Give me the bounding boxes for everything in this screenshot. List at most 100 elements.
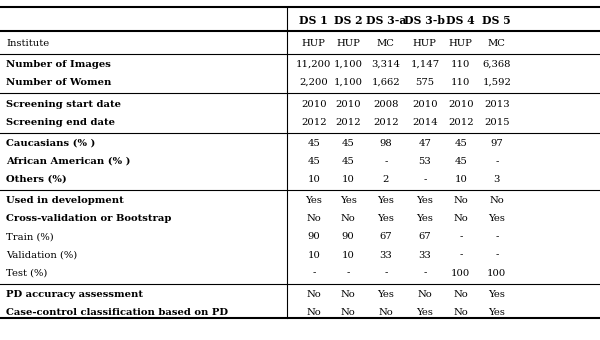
Text: 90: 90 bbox=[341, 233, 355, 241]
Text: No: No bbox=[490, 197, 504, 205]
Text: -: - bbox=[495, 251, 499, 259]
Text: -: - bbox=[459, 233, 463, 241]
Text: 1,147: 1,147 bbox=[410, 60, 439, 69]
Text: Number of Women: Number of Women bbox=[6, 78, 112, 87]
Text: 2013: 2013 bbox=[484, 100, 509, 108]
Text: DS 3-b: DS 3-b bbox=[404, 15, 445, 26]
Text: Case-control classification based on PD: Case-control classification based on PD bbox=[6, 308, 228, 317]
Text: PD accuracy assessment: PD accuracy assessment bbox=[6, 290, 143, 299]
Text: Screening end date: Screening end date bbox=[6, 118, 115, 126]
Text: 45: 45 bbox=[454, 157, 467, 166]
Text: No: No bbox=[454, 197, 468, 205]
Text: Yes: Yes bbox=[488, 290, 505, 299]
Text: No: No bbox=[379, 308, 393, 317]
Text: Cross-validation or Bootstrap: Cross-validation or Bootstrap bbox=[6, 215, 172, 223]
Text: No: No bbox=[307, 215, 321, 223]
Text: 45: 45 bbox=[341, 157, 355, 166]
Text: Yes: Yes bbox=[377, 215, 394, 223]
Text: Used in development: Used in development bbox=[6, 197, 124, 205]
Text: Caucasians (% ): Caucasians (% ) bbox=[6, 139, 95, 148]
Text: 47: 47 bbox=[418, 139, 431, 148]
Text: 10: 10 bbox=[341, 251, 355, 259]
Text: No: No bbox=[454, 308, 468, 317]
Text: Yes: Yes bbox=[416, 197, 433, 205]
Text: MC: MC bbox=[377, 39, 395, 48]
Text: 97: 97 bbox=[490, 139, 503, 148]
Text: 2: 2 bbox=[383, 175, 389, 184]
Text: DS 4: DS 4 bbox=[446, 15, 475, 26]
Text: DS 5: DS 5 bbox=[482, 15, 511, 26]
Text: 2012: 2012 bbox=[301, 118, 326, 126]
Text: Yes: Yes bbox=[305, 197, 322, 205]
Text: Validation (%): Validation (%) bbox=[6, 251, 77, 259]
Text: Screening start date: Screening start date bbox=[6, 100, 121, 108]
Text: 10: 10 bbox=[454, 175, 467, 184]
Text: 575: 575 bbox=[415, 78, 434, 87]
Text: HUP: HUP bbox=[449, 39, 473, 48]
Text: 67: 67 bbox=[379, 233, 392, 241]
Text: HUP: HUP bbox=[413, 39, 437, 48]
Text: No: No bbox=[341, 308, 355, 317]
Text: 2010: 2010 bbox=[412, 100, 437, 108]
Text: No: No bbox=[454, 290, 468, 299]
Text: Train (%): Train (%) bbox=[6, 233, 54, 241]
Text: 6,368: 6,368 bbox=[482, 60, 511, 69]
Text: 1,662: 1,662 bbox=[371, 78, 400, 87]
Text: 2012: 2012 bbox=[448, 118, 473, 126]
Text: 2008: 2008 bbox=[373, 100, 398, 108]
Text: -: - bbox=[423, 175, 427, 184]
Text: No: No bbox=[341, 290, 355, 299]
Text: -: - bbox=[384, 269, 388, 277]
Text: 2012: 2012 bbox=[335, 118, 361, 126]
Text: No: No bbox=[454, 215, 468, 223]
Text: 98: 98 bbox=[379, 139, 392, 148]
Text: -: - bbox=[384, 157, 388, 166]
Text: 110: 110 bbox=[451, 78, 470, 87]
Text: 2014: 2014 bbox=[412, 118, 437, 126]
Text: 2010: 2010 bbox=[448, 100, 473, 108]
Text: 45: 45 bbox=[454, 139, 467, 148]
Text: 2010: 2010 bbox=[301, 100, 326, 108]
Text: Yes: Yes bbox=[416, 215, 433, 223]
Text: 1,592: 1,592 bbox=[482, 78, 511, 87]
Text: 3: 3 bbox=[494, 175, 500, 184]
Text: -: - bbox=[423, 269, 427, 277]
Text: Yes: Yes bbox=[416, 308, 433, 317]
Text: HUP: HUP bbox=[302, 39, 326, 48]
Text: 11,200: 11,200 bbox=[296, 60, 331, 69]
Text: 100: 100 bbox=[451, 269, 470, 277]
Text: No: No bbox=[341, 215, 355, 223]
Text: 33: 33 bbox=[418, 251, 431, 259]
Text: 10: 10 bbox=[341, 175, 355, 184]
Text: 100: 100 bbox=[487, 269, 506, 277]
Text: 1,100: 1,100 bbox=[334, 78, 362, 87]
Text: Test (%): Test (%) bbox=[6, 269, 47, 277]
Text: Yes: Yes bbox=[377, 290, 394, 299]
Text: 2015: 2015 bbox=[484, 118, 509, 126]
Text: 10: 10 bbox=[307, 251, 320, 259]
Text: Yes: Yes bbox=[488, 215, 505, 223]
Text: 110: 110 bbox=[451, 60, 470, 69]
Text: Yes: Yes bbox=[488, 308, 505, 317]
Text: -: - bbox=[495, 157, 499, 166]
Text: 3,314: 3,314 bbox=[371, 60, 400, 69]
Text: -: - bbox=[459, 251, 463, 259]
Text: No: No bbox=[307, 290, 321, 299]
Text: MC: MC bbox=[488, 39, 506, 48]
Text: -: - bbox=[312, 269, 316, 277]
Text: 67: 67 bbox=[418, 233, 431, 241]
Text: 2012: 2012 bbox=[373, 118, 398, 126]
Text: 33: 33 bbox=[379, 251, 392, 259]
Text: No: No bbox=[307, 308, 321, 317]
Text: -: - bbox=[495, 233, 499, 241]
Text: Yes: Yes bbox=[377, 197, 394, 205]
Text: Institute: Institute bbox=[6, 39, 49, 48]
Text: 90: 90 bbox=[307, 233, 320, 241]
Text: African American (% ): African American (% ) bbox=[6, 157, 131, 166]
Text: DS 1: DS 1 bbox=[299, 15, 328, 26]
Text: HUP: HUP bbox=[336, 39, 360, 48]
Text: 2010: 2010 bbox=[335, 100, 361, 108]
Text: DS 2: DS 2 bbox=[334, 15, 362, 26]
Text: Others (%): Others (%) bbox=[6, 175, 67, 184]
Text: 45: 45 bbox=[307, 139, 320, 148]
